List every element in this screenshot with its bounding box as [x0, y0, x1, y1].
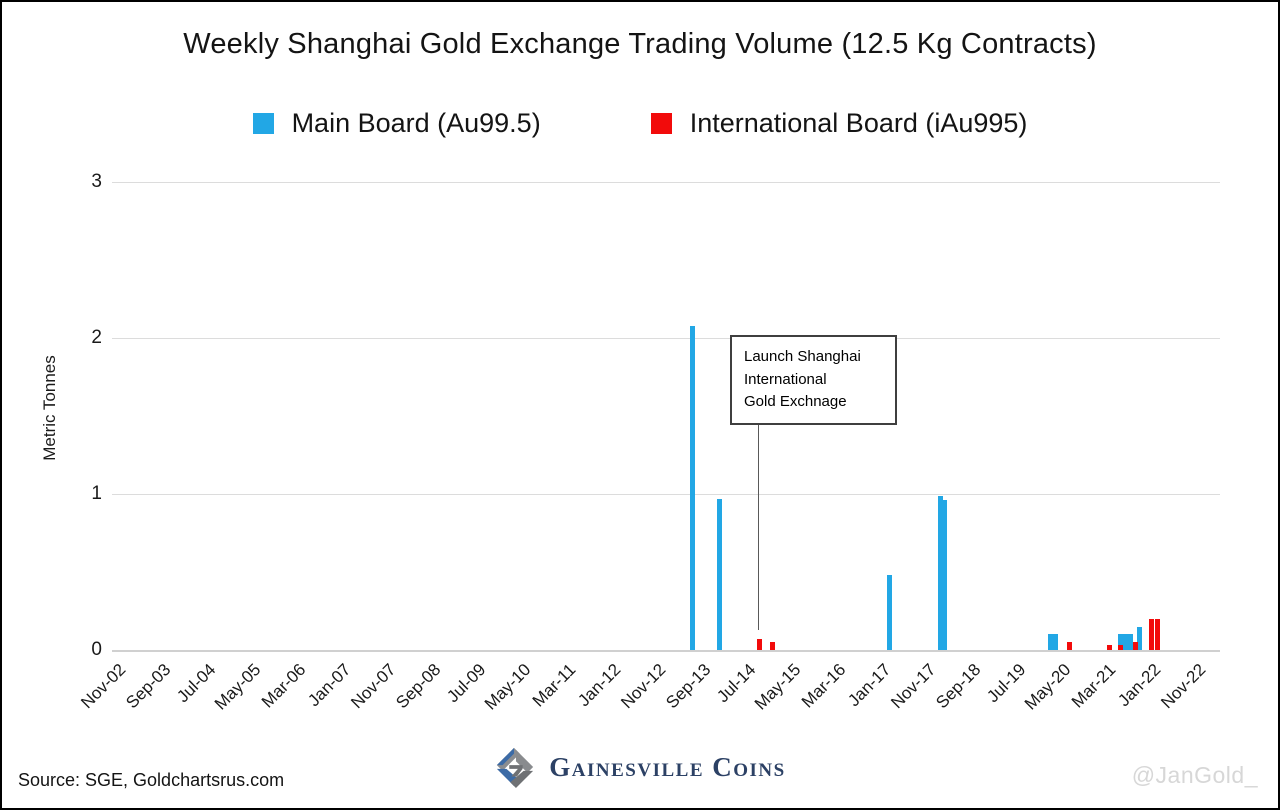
bar-main-Mar-17	[886, 575, 892, 650]
chart-title: Weekly Shanghai Gold Exchange Trading Vo…	[183, 28, 1097, 60]
bar-main-Feb-14	[717, 498, 723, 650]
y-tick-label-1: 1	[91, 483, 102, 504]
bar-intl-Feb-22	[1155, 618, 1161, 650]
bar-intl-Jan-15	[769, 642, 775, 650]
gridline-y-0	[112, 650, 1220, 652]
gridline-y-3	[112, 182, 1220, 183]
main-board-swatch-icon	[252, 113, 274, 134]
gainesville-coins-logo: Gainesville Coins	[2, 746, 1278, 788]
annotation-leader-line	[758, 422, 759, 630]
y-tick-label-3: 3	[91, 171, 102, 192]
source-credit: Source: SGE, Goldchartsrus.com	[18, 770, 285, 790]
bar-intl-Apr-21	[1106, 645, 1112, 650]
bar-intl-Oct-14	[756, 639, 762, 650]
gainesville-coins-logo-text: Gainesville Coins	[549, 751, 786, 782]
legend-item-main-board: Main Board (Au99.5)	[252, 108, 541, 139]
y-tick-label-0: 0	[91, 639, 102, 660]
legend-item-international-board: International Board (iAu995)	[650, 108, 1028, 139]
annotation-box: Launch Shanghai International Gold Exchnag…	[730, 335, 897, 425]
bar-main-Mar-18	[942, 500, 948, 650]
bar-main-Jul-21	[1118, 634, 1124, 650]
legend: Main Board (Au99.5) International Board …	[2, 108, 1278, 139]
gridline-y-2	[112, 338, 1220, 339]
y-tick-label-2: 2	[91, 327, 102, 348]
annotation-line: Gold Exchnage	[744, 393, 847, 410]
bar-intl-Jul-21	[1118, 645, 1124, 650]
bar-intl-Jul-20	[1066, 642, 1072, 650]
annotation-line: International	[744, 370, 827, 388]
y-axis-title: Metric Tonnes	[40, 355, 59, 461]
bar-main-Aug-13	[690, 325, 695, 650]
international-board-swatch-icon	[650, 113, 672, 134]
bar-intl-Oct-21	[1132, 642, 1138, 650]
bar-main-Sep-21	[1128, 634, 1134, 650]
legend-label-main-board: Main Board (Au99.5)	[291, 108, 541, 138]
legend-label-international-board: International Board (iAu995)	[689, 108, 1028, 138]
gainesville-coins-logo-icon	[497, 747, 534, 788]
bar-main-Aug-21	[1123, 634, 1129, 650]
gridline-y-1	[112, 494, 1220, 495]
bar-main-Mar-20	[1047, 634, 1053, 650]
bar-main-Nov-21	[1137, 626, 1143, 650]
twitter-handle: @JanGold_	[1131, 762, 1258, 788]
bar-main-Apr-20	[1052, 634, 1058, 650]
bar-intl-Jan-22	[1149, 618, 1154, 650]
bar-main-Feb-18	[937, 495, 943, 650]
annotation-line: Launch Shanghai	[744, 348, 861, 365]
